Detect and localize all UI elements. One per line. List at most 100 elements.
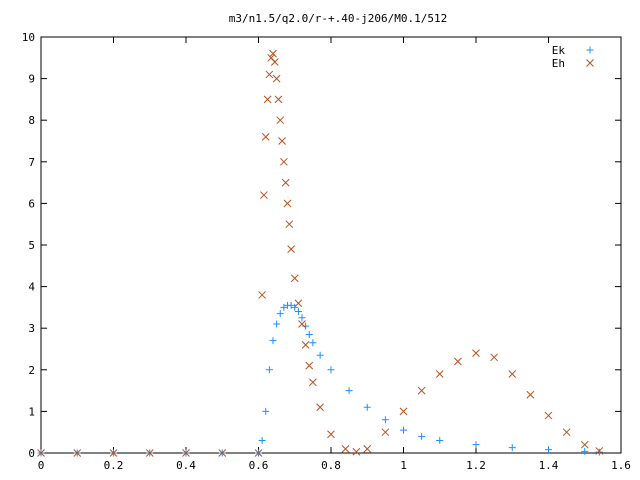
- Eh-point: [182, 449, 190, 457]
- Eh-point: [305, 361, 314, 370]
- Eh-point: [272, 74, 281, 83]
- Ek-point: [508, 444, 516, 452]
- Eh-point: [309, 378, 317, 387]
- y-tick-label: 8: [28, 114, 35, 127]
- x-tick-label: 0.2: [104, 459, 124, 472]
- y-tick-label: 0: [28, 447, 35, 460]
- legend-label: Ek: [552, 44, 566, 57]
- Eh-point: [301, 340, 310, 349]
- Ek-point: [418, 432, 426, 440]
- Ek-point: [327, 366, 335, 374]
- Ek-point: [381, 416, 389, 424]
- y-tick-label: 10: [22, 31, 35, 44]
- Eh-point: [562, 428, 571, 437]
- x-tick-label: 0: [38, 459, 45, 472]
- Eh-point: [363, 444, 372, 453]
- y-tick-label: 2: [28, 364, 35, 377]
- Ek-point: [316, 351, 324, 359]
- Ek-point: [262, 407, 270, 415]
- Eh-point: [316, 403, 324, 412]
- Eh-point: [274, 95, 283, 104]
- Eh-point: [145, 449, 154, 457]
- x-tick-label: 0.6: [249, 459, 269, 472]
- y-tick-label: 5: [28, 239, 35, 252]
- Eh-point: [580, 440, 589, 449]
- Ek-point: [309, 339, 317, 347]
- y-tick-label: 4: [28, 281, 35, 294]
- Ek-point: [305, 330, 313, 338]
- Eh-point: [265, 70, 274, 79]
- Ek-point: [595, 448, 603, 456]
- Eh-point: [435, 370, 444, 378]
- Eh-point: [258, 291, 266, 299]
- x-tick-label: 1.2: [466, 459, 486, 472]
- Ek-point: [265, 366, 273, 374]
- Eh-point: [508, 370, 517, 378]
- Ek-point: [472, 441, 480, 449]
- Ek-point: [400, 426, 407, 434]
- Ek-point: [273, 320, 281, 328]
- Ek-point: [280, 303, 288, 311]
- Ek-point: [258, 437, 266, 445]
- Eh-point: [526, 390, 535, 399]
- Ek-point: [291, 303, 299, 311]
- Ek-point: [545, 446, 552, 454]
- legend-marker: [586, 46, 594, 54]
- plot-area-border: [40, 36, 622, 454]
- y-tick-label: 7: [28, 156, 35, 169]
- Eh-point: [261, 132, 270, 141]
- Ek-point: [287, 301, 295, 309]
- data-marks: [37, 49, 604, 457]
- x-tick-label: 0.4: [176, 459, 196, 472]
- Eh-point: [544, 411, 553, 420]
- Eh-point: [283, 199, 292, 208]
- series-Eh: [37, 49, 604, 457]
- Eh-point: [454, 357, 462, 366]
- Eh-point: [290, 274, 299, 283]
- Ek-point: [345, 387, 353, 395]
- Ek-point: [363, 403, 371, 411]
- Eh-point: [341, 444, 350, 453]
- Eh-point: [381, 428, 390, 437]
- legend-label: Eh: [552, 57, 565, 70]
- Ek-point: [581, 447, 589, 455]
- y-tick-label: 1: [28, 405, 35, 418]
- Eh-point: [294, 299, 303, 308]
- Eh-point: [298, 320, 306, 328]
- Eh-point: [281, 178, 290, 187]
- Ek-point: [436, 437, 444, 445]
- Eh-point: [280, 157, 288, 166]
- Eh-point: [109, 449, 118, 457]
- Ek-point: [302, 322, 310, 330]
- Eh-point: [595, 447, 604, 455]
- Eh-point: [269, 49, 277, 58]
- Eh-point: [278, 137, 286, 145]
- x-tick-label: 1: [400, 459, 407, 472]
- Eh-point: [399, 407, 408, 416]
- chart-title: m3/n1.5/q2.0/r-+.40-j206/M0.1/512: [229, 12, 448, 25]
- Ek-point: [298, 314, 306, 322]
- Eh-point: [287, 245, 295, 254]
- Ek-point: [269, 337, 277, 345]
- Eh-point: [37, 449, 45, 457]
- legend-marker: [586, 59, 594, 67]
- Ek-point: [294, 308, 302, 316]
- Eh-point: [218, 449, 227, 457]
- Ek-point: [276, 310, 284, 318]
- Eh-point: [270, 58, 279, 66]
- Eh-point: [260, 191, 268, 199]
- Eh-point: [254, 449, 263, 457]
- Eh-point: [285, 220, 294, 229]
- Eh-point: [490, 353, 498, 362]
- y-tick-label: 9: [28, 73, 35, 86]
- Eh-point: [327, 430, 335, 439]
- series-Ek: [37, 301, 603, 457]
- Eh-point: [263, 95, 272, 104]
- x-tick-label: 0.8: [321, 459, 341, 472]
- Eh-point: [276, 116, 285, 125]
- Eh-point: [417, 386, 426, 395]
- Eh-point: [472, 349, 480, 358]
- axis-ticks: 0 0.2 0.4 0.6 0.8 1 1.2 1.4 1.6 0 1 2 3 4 5 6 7 8 9 10: [22, 31, 631, 472]
- x-tick-label: 1.4: [539, 459, 559, 472]
